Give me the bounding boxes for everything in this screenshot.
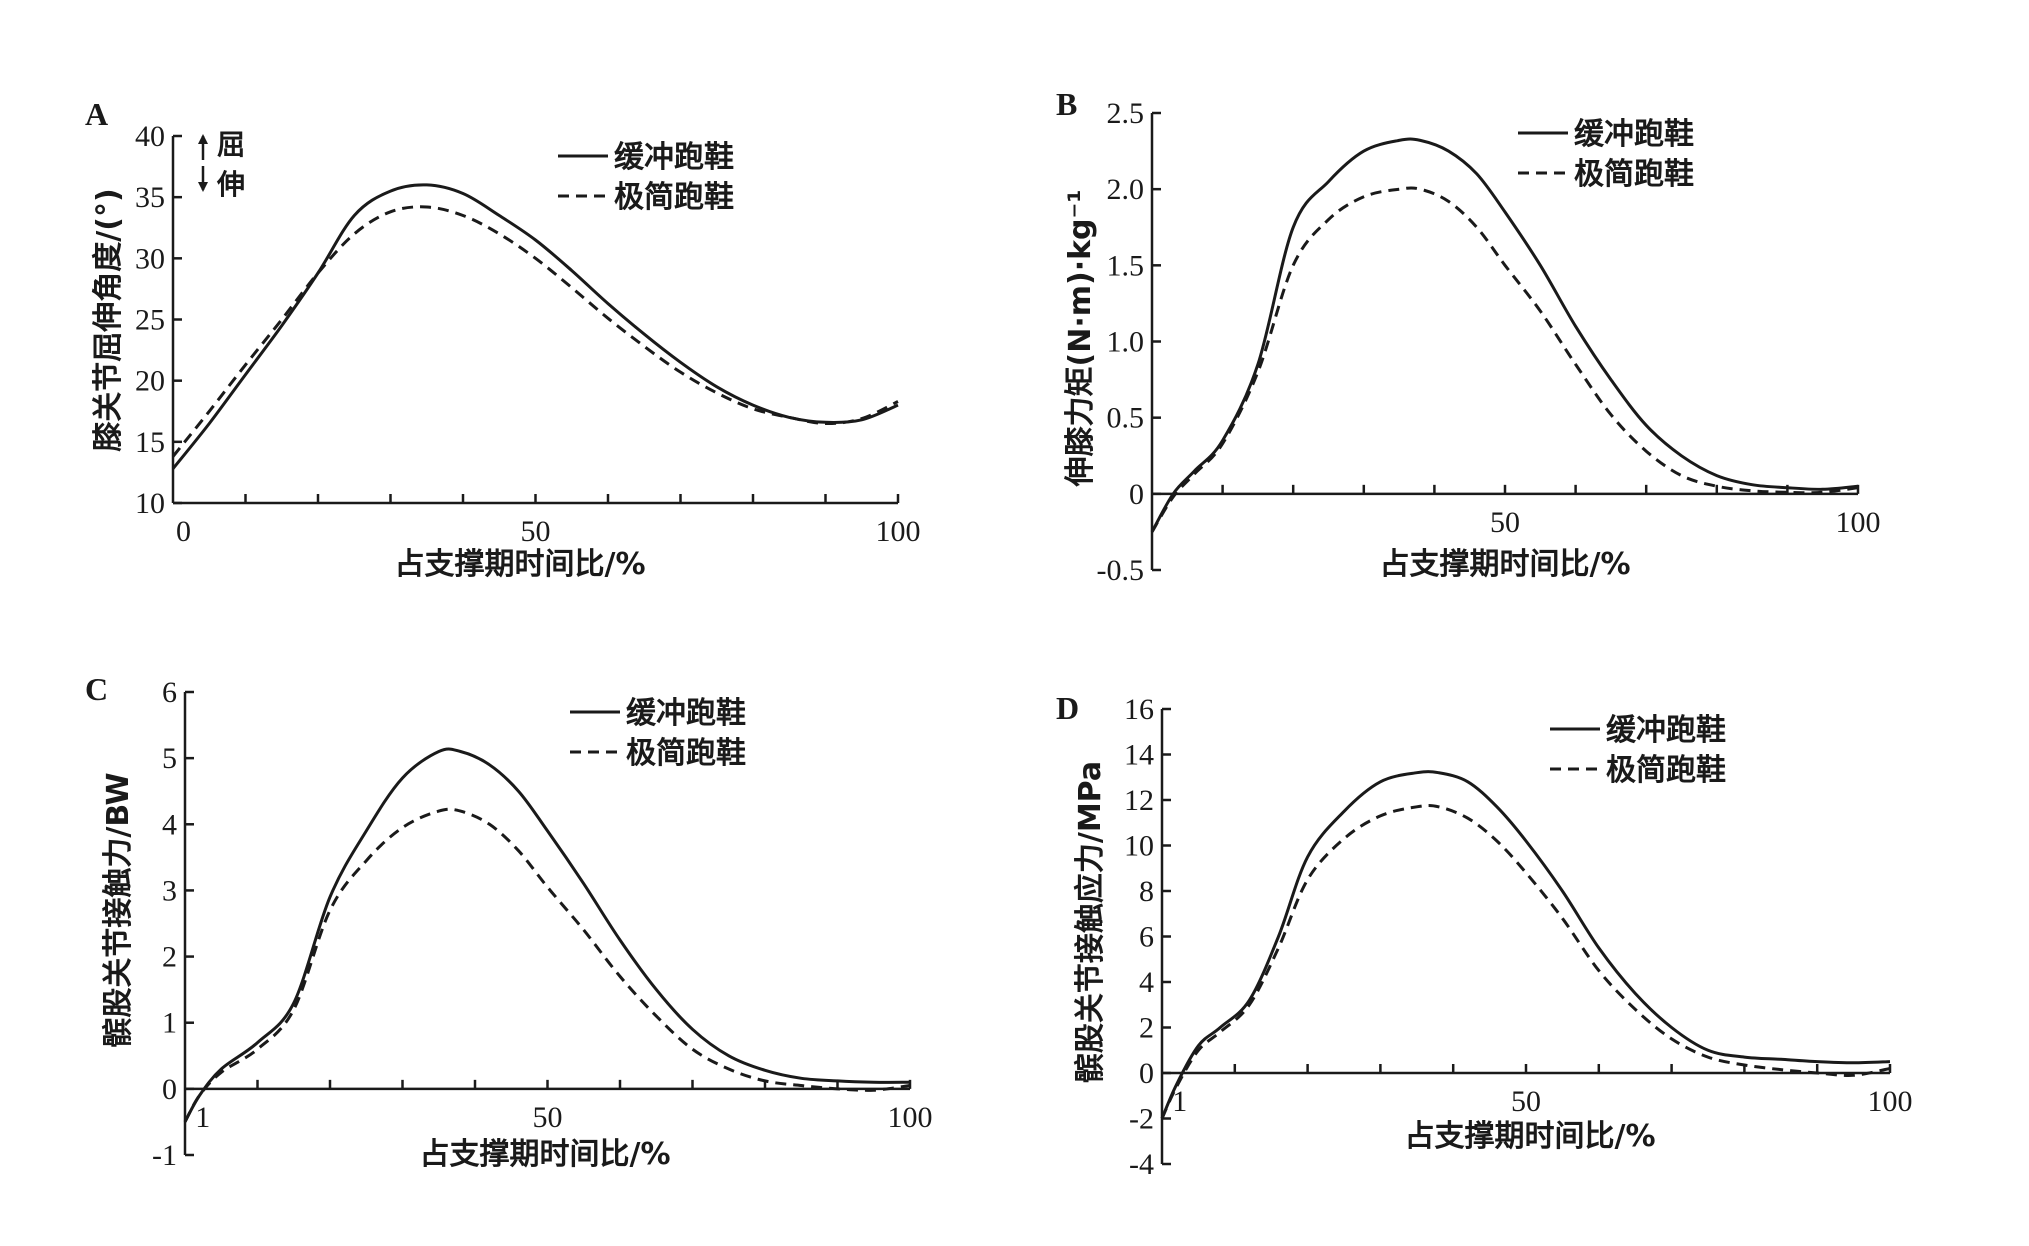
y-tick-label: 6 xyxy=(162,676,177,709)
x-axis-title: 占支撑期时间比/% xyxy=(1379,547,1630,582)
series-line-cushion-shoe xyxy=(1150,137,1859,533)
y-tick-label: 1 xyxy=(162,1007,177,1040)
x-tick-label: 50 xyxy=(1490,506,1520,539)
y-tick-label: 5 xyxy=(162,742,177,775)
y-tick-label: 6 xyxy=(1139,921,1154,954)
y-tick-label: -2 xyxy=(1129,1103,1154,1136)
y-tick-label: 2.5 xyxy=(1107,97,1145,130)
x-tick-label: 1 xyxy=(1172,1085,1187,1118)
x-axis-title: 占支撑期时间比/% xyxy=(394,547,645,582)
y-tick-label: 10 xyxy=(135,487,165,520)
y-tick-label: 2.0 xyxy=(1107,173,1145,206)
y-tick-label: 4 xyxy=(162,808,177,841)
y-tick-label: 12 xyxy=(1124,784,1154,817)
series-line-minimal-shoe xyxy=(1160,804,1891,1120)
panel-letter: D xyxy=(1056,690,1079,726)
series-line-cushion-shoe xyxy=(183,747,911,1123)
y-tick-label: 4 xyxy=(1139,966,1154,999)
legend-entry: 缓冲跑鞋 xyxy=(626,696,746,731)
x-tick-label: 0 xyxy=(176,515,191,548)
extension-label: 伸 xyxy=(216,168,245,201)
y-axis-title: 膝关节屈伸角度/(°) xyxy=(91,188,126,451)
y-tick-label: 20 xyxy=(135,365,165,398)
y-tick-label: 10 xyxy=(1124,830,1154,863)
x-axis-title: 占支撑期时间比/% xyxy=(1404,1119,1655,1154)
y-tick-label: -1 xyxy=(152,1139,177,1172)
y-tick-label: 35 xyxy=(135,181,165,214)
y-tick-label: -4 xyxy=(1129,1148,1154,1181)
panel-d: D -4 -2 0 2 4 6 8 10 12 14 16 1 50 100 缓冲跑鞋极简跑鞋占支撑期时间比/… xyxy=(1056,690,1913,1181)
y-tick-label: 2 xyxy=(1139,1012,1154,1045)
y-tick-label: 0 xyxy=(1139,1057,1154,1090)
y-tick-label: 1.5 xyxy=(1107,249,1145,282)
legend-entry: 缓冲跑鞋 xyxy=(1574,117,1694,152)
panel-letter: C xyxy=(85,671,108,707)
y-tick-label: 16 xyxy=(1124,693,1154,726)
series-line-minimal-shoe xyxy=(1150,186,1859,533)
panel-b: B -0.5 0 0.5 1.0 1.5 2.0 2.5 50 100 缓冲跑鞋极简跑鞋占支撑期时间… xyxy=(1056,86,1881,587)
legend-entry: 极简跑鞋 xyxy=(614,180,734,215)
series-line-cushion-shoe xyxy=(171,183,899,470)
y-tick-label: 40 xyxy=(135,120,165,153)
x-tick-label: 100 xyxy=(1836,506,1881,539)
y-tick-label: 14 xyxy=(1124,739,1154,772)
x-axis-title: 占支撑期时间比/% xyxy=(419,1137,670,1172)
legend-entry: 极简跑鞋 xyxy=(1606,753,1726,788)
x-tick-label: 50 xyxy=(521,515,551,548)
y-axis-title: 伸膝力矩(N·m)·kg⁻¹ xyxy=(1063,190,1098,488)
y-tick-label: 25 xyxy=(135,304,165,337)
legend-entry: 极简跑鞋 xyxy=(626,736,746,771)
legend-entry: 缓冲跑鞋 xyxy=(1606,713,1726,748)
flexion-label: 屈 xyxy=(217,128,245,161)
y-tick-label: 8 xyxy=(1139,875,1154,908)
y-tick-label: 15 xyxy=(135,426,165,459)
series-line-minimal-shoe xyxy=(183,807,911,1123)
panel-letter: A xyxy=(85,96,108,132)
x-tick-label: 100 xyxy=(1868,1085,1913,1118)
y-tick-label: 30 xyxy=(135,242,165,275)
y-tick-label: 3 xyxy=(162,874,177,907)
y-tick-label: 0 xyxy=(1129,478,1144,511)
y-tick-label: -0.5 xyxy=(1097,554,1145,587)
y-tick-label: 2 xyxy=(162,941,177,974)
x-tick-label: 50 xyxy=(533,1101,563,1134)
series-line-minimal-shoe xyxy=(171,205,899,458)
y-axis-title: 髌股关节接触应力/MPa xyxy=(1073,761,1108,1083)
panel-letter: B xyxy=(1056,86,1077,122)
y-tick-label: 0 xyxy=(162,1073,177,1106)
y-tick-label: 1.0 xyxy=(1107,326,1145,359)
legend-entry: 缓冲跑鞋 xyxy=(614,140,734,175)
y-tick-label: 0.5 xyxy=(1107,402,1145,435)
series-line-cushion-shoe xyxy=(1160,770,1891,1120)
x-tick-label: 50 xyxy=(1511,1085,1541,1118)
legend-entry: 极简跑鞋 xyxy=(1574,157,1694,192)
up-arrow-icon xyxy=(198,134,208,144)
x-tick-label: 100 xyxy=(876,515,921,548)
x-tick-label: 100 xyxy=(888,1101,933,1134)
x-tick-label: 1 xyxy=(195,1101,210,1134)
y-axis-title: 髌股关节接触力/BW xyxy=(101,772,136,1047)
down-arrow-icon xyxy=(198,182,208,192)
